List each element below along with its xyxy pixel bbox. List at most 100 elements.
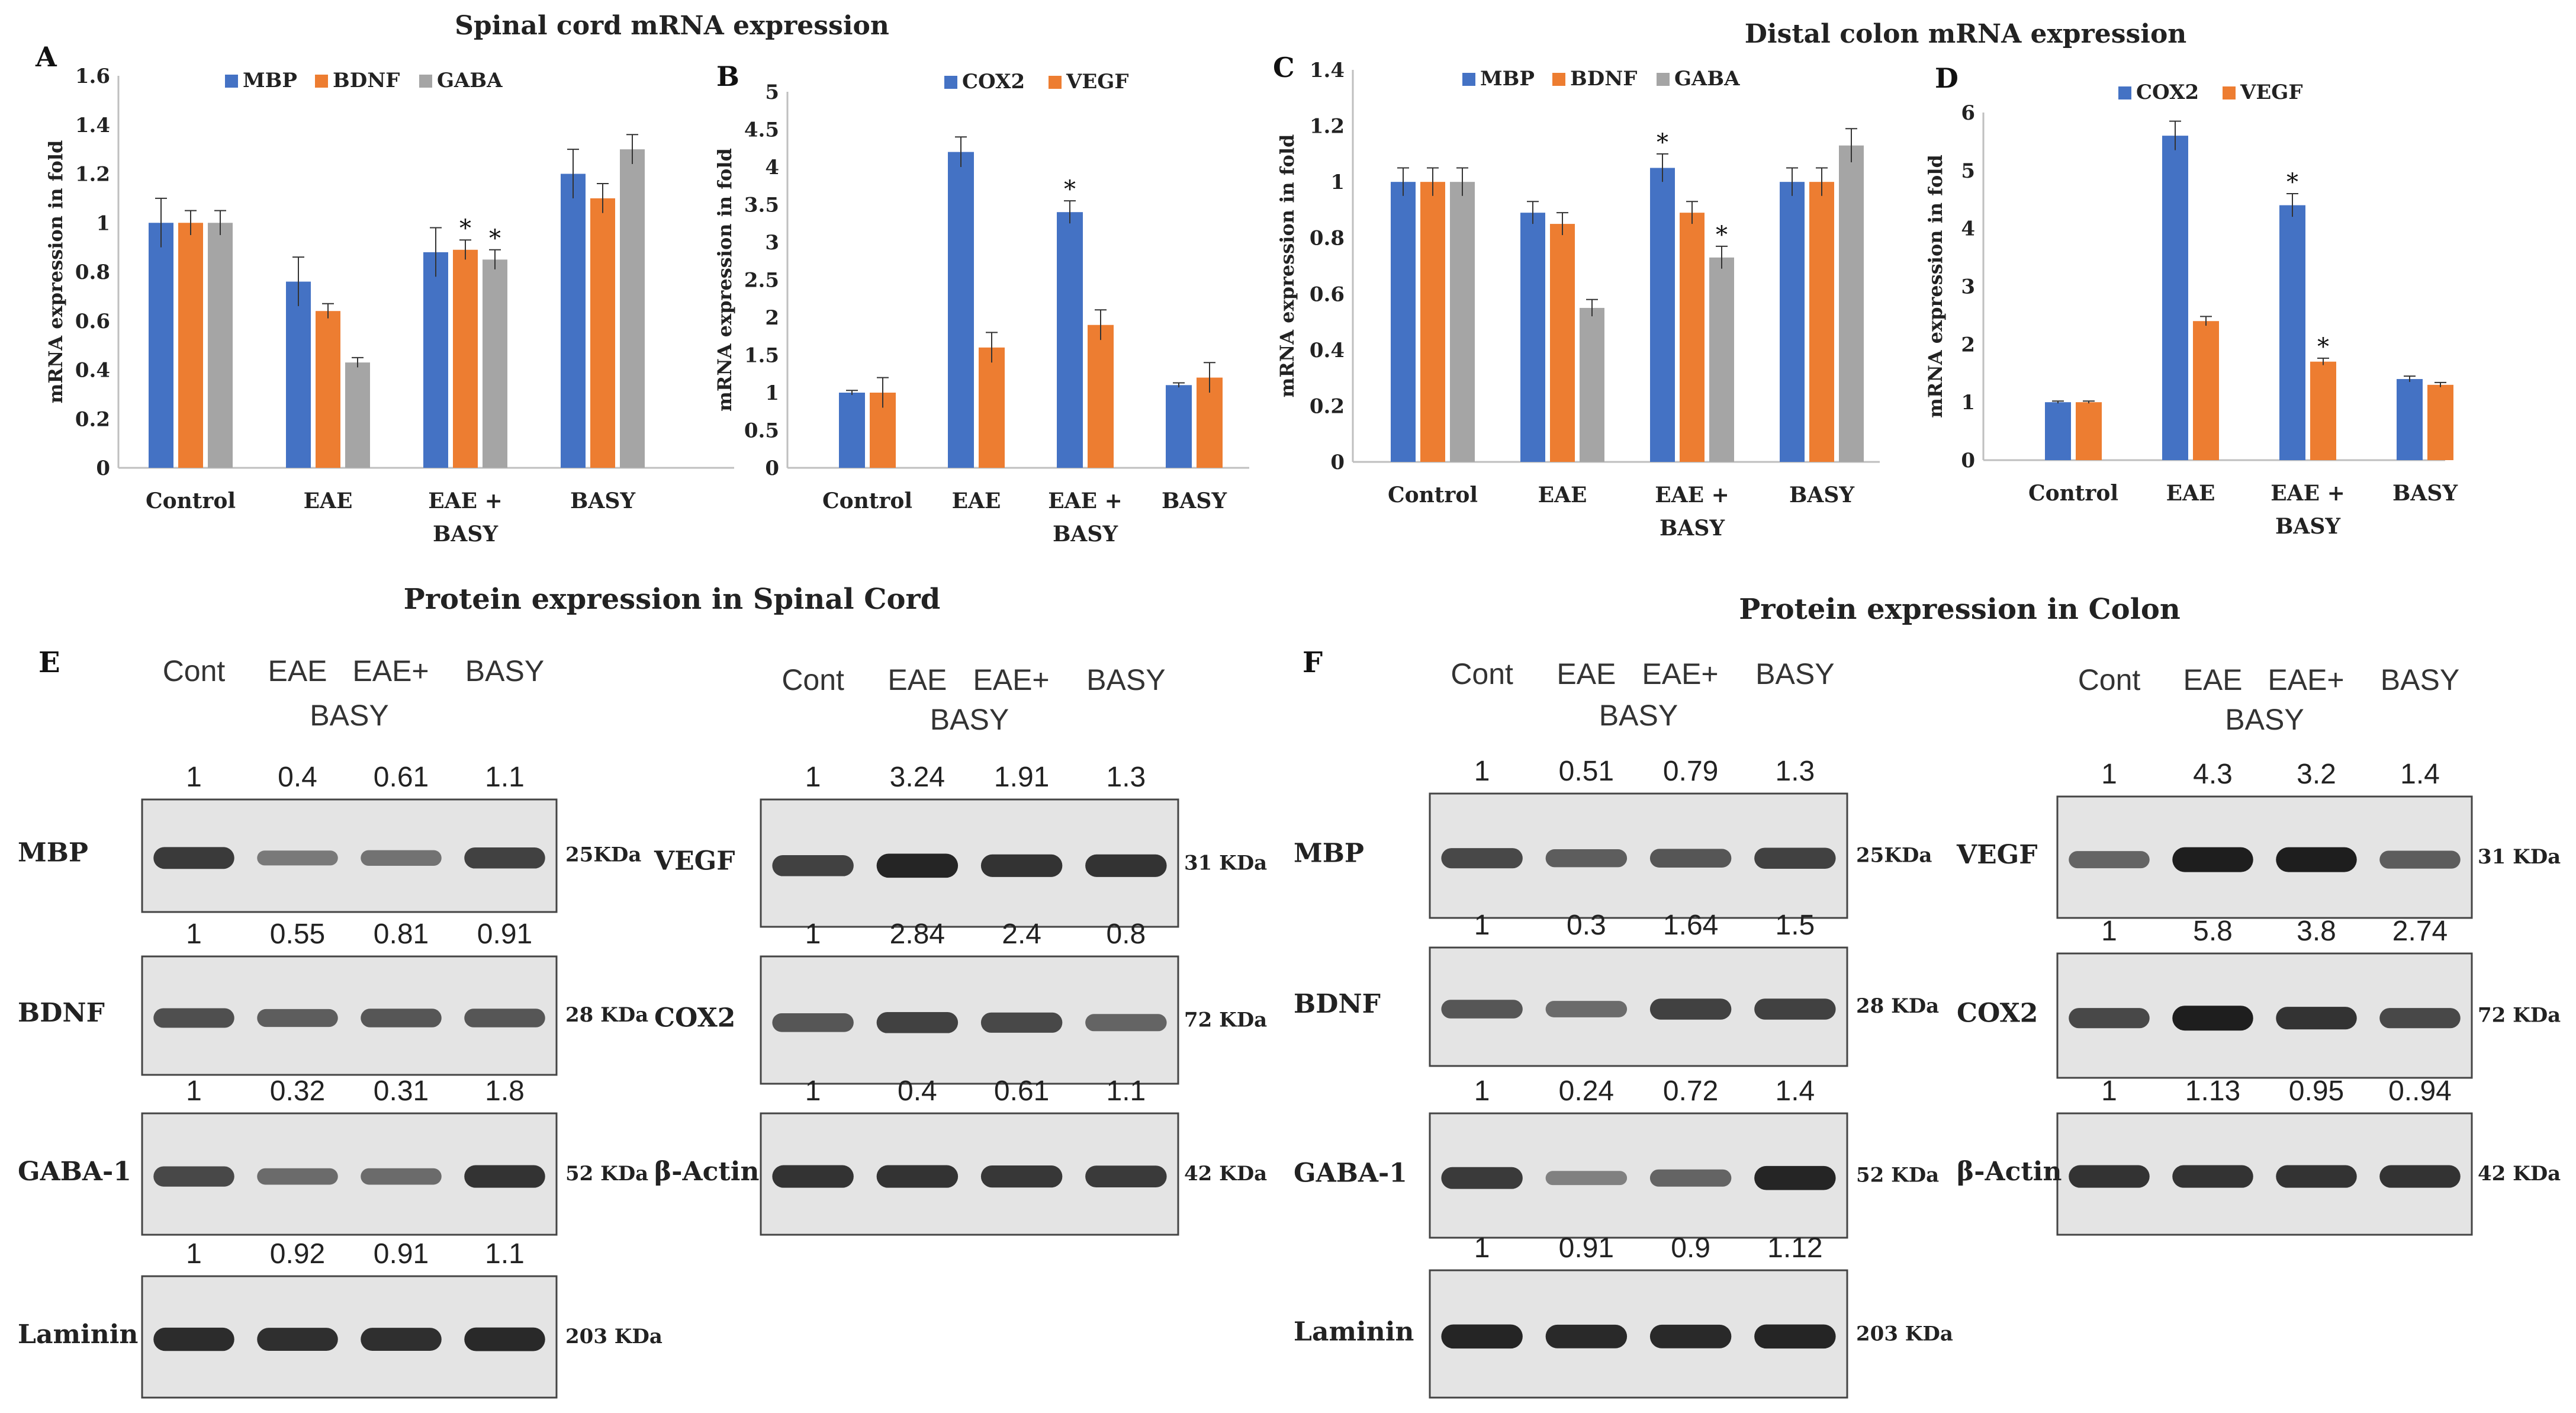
chart-b: B 0 0.5 1 1.5 2 2.5 3 3.5 4 4.5 5 mRNA expression in… <box>713 60 1249 547</box>
panel-label: D <box>1935 62 1958 94</box>
lane-header: BASY <box>1755 657 1834 691</box>
lane-header: Cont <box>1451 657 1513 691</box>
blot-band <box>257 850 338 866</box>
bar-vegf <box>1088 325 1114 468</box>
y-tick-label: 0.2 <box>75 407 110 431</box>
y-tick-label: 4 <box>765 156 779 179</box>
blot-panel-f: F Cont EAE EAE+ BASY BASY 1 0.51 0.79 1.3 MBP 25KDa… <box>1294 646 2561 1399</box>
y-axis-label: mRNA expression in fold <box>1276 134 1298 398</box>
blot-band <box>1649 998 1732 1020</box>
bar-bdnf <box>453 249 478 468</box>
lane-header: EAE <box>268 654 327 688</box>
significance-star: * <box>1716 221 1728 249</box>
legend-swatch-gaba <box>419 75 432 88</box>
bar-cox2 <box>1166 385 1192 468</box>
legend-label-bdnf: BDNF <box>333 69 400 92</box>
band-value: 0.55 <box>270 919 325 950</box>
blot-band <box>2172 1165 2253 1188</box>
blot-band <box>153 847 234 869</box>
significance-star: * <box>1064 176 1076 203</box>
band-value: 0.72 <box>1663 1075 1718 1107</box>
blot-band <box>1545 1001 1628 1017</box>
y-tick-label: 1 <box>96 211 110 235</box>
blot-band <box>464 1165 545 1188</box>
molecular-weight: 42 KDa <box>2478 1162 2561 1186</box>
y-tick-label: 5 <box>1961 159 1975 183</box>
bar-vegf <box>2427 384 2453 460</box>
blot-row-gaba-1: 1 0.32 0.31 1.8 GABA-1 52 KDa <box>18 1075 648 1236</box>
lane-header: EAE+ <box>2268 663 2344 696</box>
significance-star: * <box>2286 169 2298 196</box>
band-value: 1.64 <box>1663 910 1718 941</box>
blot-band <box>1545 849 1628 868</box>
y-tick-label: 1.6 <box>75 65 110 88</box>
band-value: 1 <box>805 1075 821 1107</box>
panel-label: C <box>1273 52 1295 84</box>
legend-label-mbp: MBP <box>243 69 297 92</box>
blot-band <box>361 1009 442 1027</box>
blot-band <box>772 1013 854 1032</box>
blot-row-laminin: 1 0.92 0.91 1.1 Laminin 203 KDa <box>18 1238 663 1399</box>
bar-vegf <box>2193 321 2219 460</box>
legend-swatch-cox2 <box>944 76 957 89</box>
x-tick-label: BASY <box>1053 522 1118 547</box>
x-tick-label: Control <box>1388 483 1478 508</box>
band-value: 0.32 <box>270 1075 325 1107</box>
band-value: 1 <box>186 1238 202 1270</box>
blot-band <box>1441 848 1523 869</box>
y-tick-label: 3.5 <box>744 194 779 217</box>
legend-label-cox2: COX2 <box>2136 81 2199 104</box>
x-tick-label: BASY <box>2275 514 2341 539</box>
band-value: 0.9 <box>1671 1232 1710 1264</box>
band-value: 0.95 <box>2289 1075 2344 1107</box>
blot-row-mbp: 1 0.4 0.61 1.1 MBP 25KDa <box>18 762 641 913</box>
y-tick-label: 6 <box>1961 101 1975 125</box>
panel-label: F <box>1303 646 1323 679</box>
legend-swatch-bdnf <box>1552 73 1565 86</box>
blot-band <box>1085 854 1167 877</box>
protein-name: VEGF <box>1956 840 2038 870</box>
band-value: 1 <box>1474 910 1490 941</box>
x-tick-label: EAE <box>1538 483 1587 508</box>
blot-row--actin: 1 1.13 0.95 0..94 β-Actin 42 KDa <box>1957 1075 2561 1236</box>
blot-band <box>2069 851 2150 869</box>
x-tick-label: BASY <box>2392 481 2458 506</box>
protein-name: GABA-1 <box>18 1157 131 1187</box>
y-tick-label: 1.5 <box>744 344 779 368</box>
blot-band <box>1085 1014 1167 1032</box>
band-value: 0.24 <box>1559 1075 1614 1107</box>
blot-band <box>361 1328 442 1351</box>
y-tick-label: 3 <box>765 231 779 255</box>
band-value: 1 <box>186 919 202 950</box>
lane-header: BASY <box>1086 663 1165 696</box>
bar-bdnf <box>316 311 340 468</box>
band-value: 1.3 <box>1107 762 1146 793</box>
y-axis-label: mRNA expression in fold <box>44 140 67 404</box>
legend-swatch-mbp <box>225 75 238 88</box>
blot-band <box>2276 1165 2357 1188</box>
molecular-weight: 72 KDa <box>2478 1004 2561 1027</box>
bar-mbp <box>561 174 586 468</box>
bar-cox2 <box>2279 205 2305 460</box>
legend-swatch-cox2 <box>2118 86 2131 99</box>
x-tick-label: Control <box>822 489 912 513</box>
bar-vegf <box>979 347 1005 468</box>
bar-bdnf <box>178 223 203 468</box>
lane-header: EAE <box>2183 663 2242 696</box>
blot-band <box>464 1009 545 1027</box>
blot-band <box>1649 849 1732 868</box>
bar-mbp <box>286 281 311 468</box>
molecular-weight: 42 KDa <box>1184 1162 1267 1186</box>
blot-band <box>2069 1008 2150 1029</box>
band-value: 0.91 <box>1559 1232 1614 1264</box>
protein-name: β-Actin <box>654 1157 759 1187</box>
band-value: 0..94 <box>2388 1075 2452 1107</box>
y-tick-label: 0 <box>765 457 779 480</box>
blot-group: Cont EAE EAE+ BASY BASY 1 3.24 1.91 1.3 VEGF 31 KD… <box>654 663 1267 1236</box>
blot-band <box>980 854 1063 877</box>
bar-mbp <box>149 223 173 468</box>
band-value: 1.13 <box>2185 1075 2240 1107</box>
protein-name: MBP <box>18 838 88 868</box>
legend-swatch-mbp <box>1462 73 1475 86</box>
